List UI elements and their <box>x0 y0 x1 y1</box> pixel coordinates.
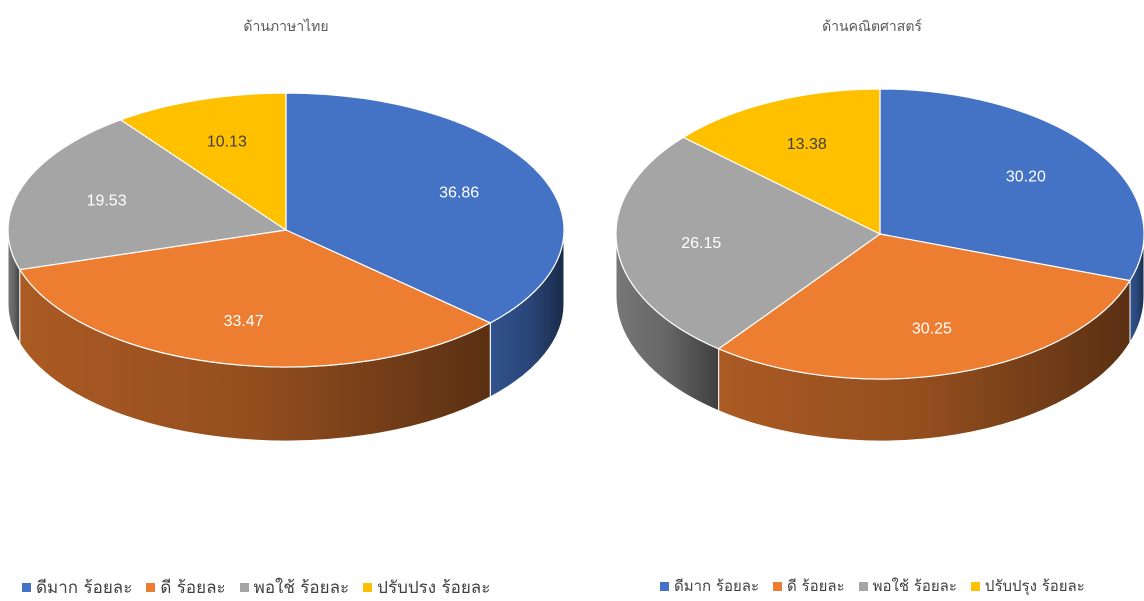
legend-swatch <box>858 581 868 591</box>
chart-title: ด้านคณิตศาสตร์ <box>822 19 922 35</box>
data-label-0: 36.86 <box>439 185 479 202</box>
slice-3 <box>119 92 287 232</box>
pie-plot: 30.20 30.25 26.15 13.38 <box>615 88 1144 442</box>
legend-item-2: พอใช้ ร้อยละ <box>239 574 350 601</box>
data-label-1: 33.47 <box>224 313 264 330</box>
legend-label: พอใช้ ร้อยละ <box>872 577 957 595</box>
legend-swatch <box>363 583 373 592</box>
legend-label: ปรับปรุง ร้อยละ <box>984 577 1085 595</box>
legend-label: ดีมาก ร้อยละ <box>36 578 133 598</box>
chart-title: ด้านภาษาไทย <box>243 19 329 35</box>
legend-item-2: พอใช้ ร้อยละ <box>858 574 957 598</box>
legend-swatch <box>773 581 783 591</box>
legend-item-0: ดีมาก ร้อยละ <box>22 574 132 601</box>
legend-label: ปรับปรง ร้อยละ <box>377 578 491 598</box>
data-label-0: 30.20 <box>1006 169 1046 186</box>
legend-swatch <box>660 581 669 591</box>
pie-plot: 36.86 33.47 19.53 10.13 <box>7 92 565 442</box>
legend-label: ดีมาก ร้อยละ <box>674 577 760 595</box>
legend-item-1: ดี ร้อยละ <box>146 574 226 601</box>
legend-label: ดี ร้อยละ <box>787 577 845 595</box>
data-label-2: 19.53 <box>87 193 127 210</box>
slice-1 <box>18 229 492 368</box>
data-label-3: 10.13 <box>207 134 247 151</box>
legend-item-1: ดี ร้อยละ <box>773 574 845 598</box>
pie-chart-thai: ด้านภาษาไทย 36.86 33.47 19.53 10.13 ดีมาก ร… <box>0 0 572 598</box>
legend-swatch <box>146 583 156 592</box>
slice-2 <box>615 136 882 350</box>
legend-item-3: ปรับปรง ร้อยละ <box>363 574 490 601</box>
legend: ดีมาก ร้อยละ ดี ร้อยละ พอใช้ ร้อยละ ปรับปรุ… <box>660 574 1099 598</box>
legend-label: ดี ร้อยละ <box>160 578 226 598</box>
legend-item-0: ดีมาก ร้อยละ <box>660 574 759 598</box>
legend-item-3: ปรับปรุง ร้อยละ <box>970 574 1085 598</box>
legend-label: พอใช้ ร้อยละ <box>253 578 350 598</box>
pie-chart-math: ด้านคณิตศาสตร์ 30.20 30.25 26.15 13.38 ดีมา… <box>600 0 1144 596</box>
data-label-2: 26.15 <box>681 235 721 252</box>
legend-swatch <box>239 583 249 592</box>
slice-3 <box>682 88 881 235</box>
slice-1 <box>717 233 1131 380</box>
slice-2 <box>7 119 288 271</box>
legend-swatch <box>22 583 31 592</box>
legend: ดีมาก ร้อยละ ดี ร้อยละ พอใช้ ร้อยละ ปรับปรง… <box>22 574 504 601</box>
legend-swatch <box>970 581 980 591</box>
slice-0 <box>285 92 565 324</box>
slice-0 <box>879 88 1144 282</box>
data-label-1: 30.25 <box>912 320 952 337</box>
data-label-3: 13.38 <box>787 136 827 153</box>
